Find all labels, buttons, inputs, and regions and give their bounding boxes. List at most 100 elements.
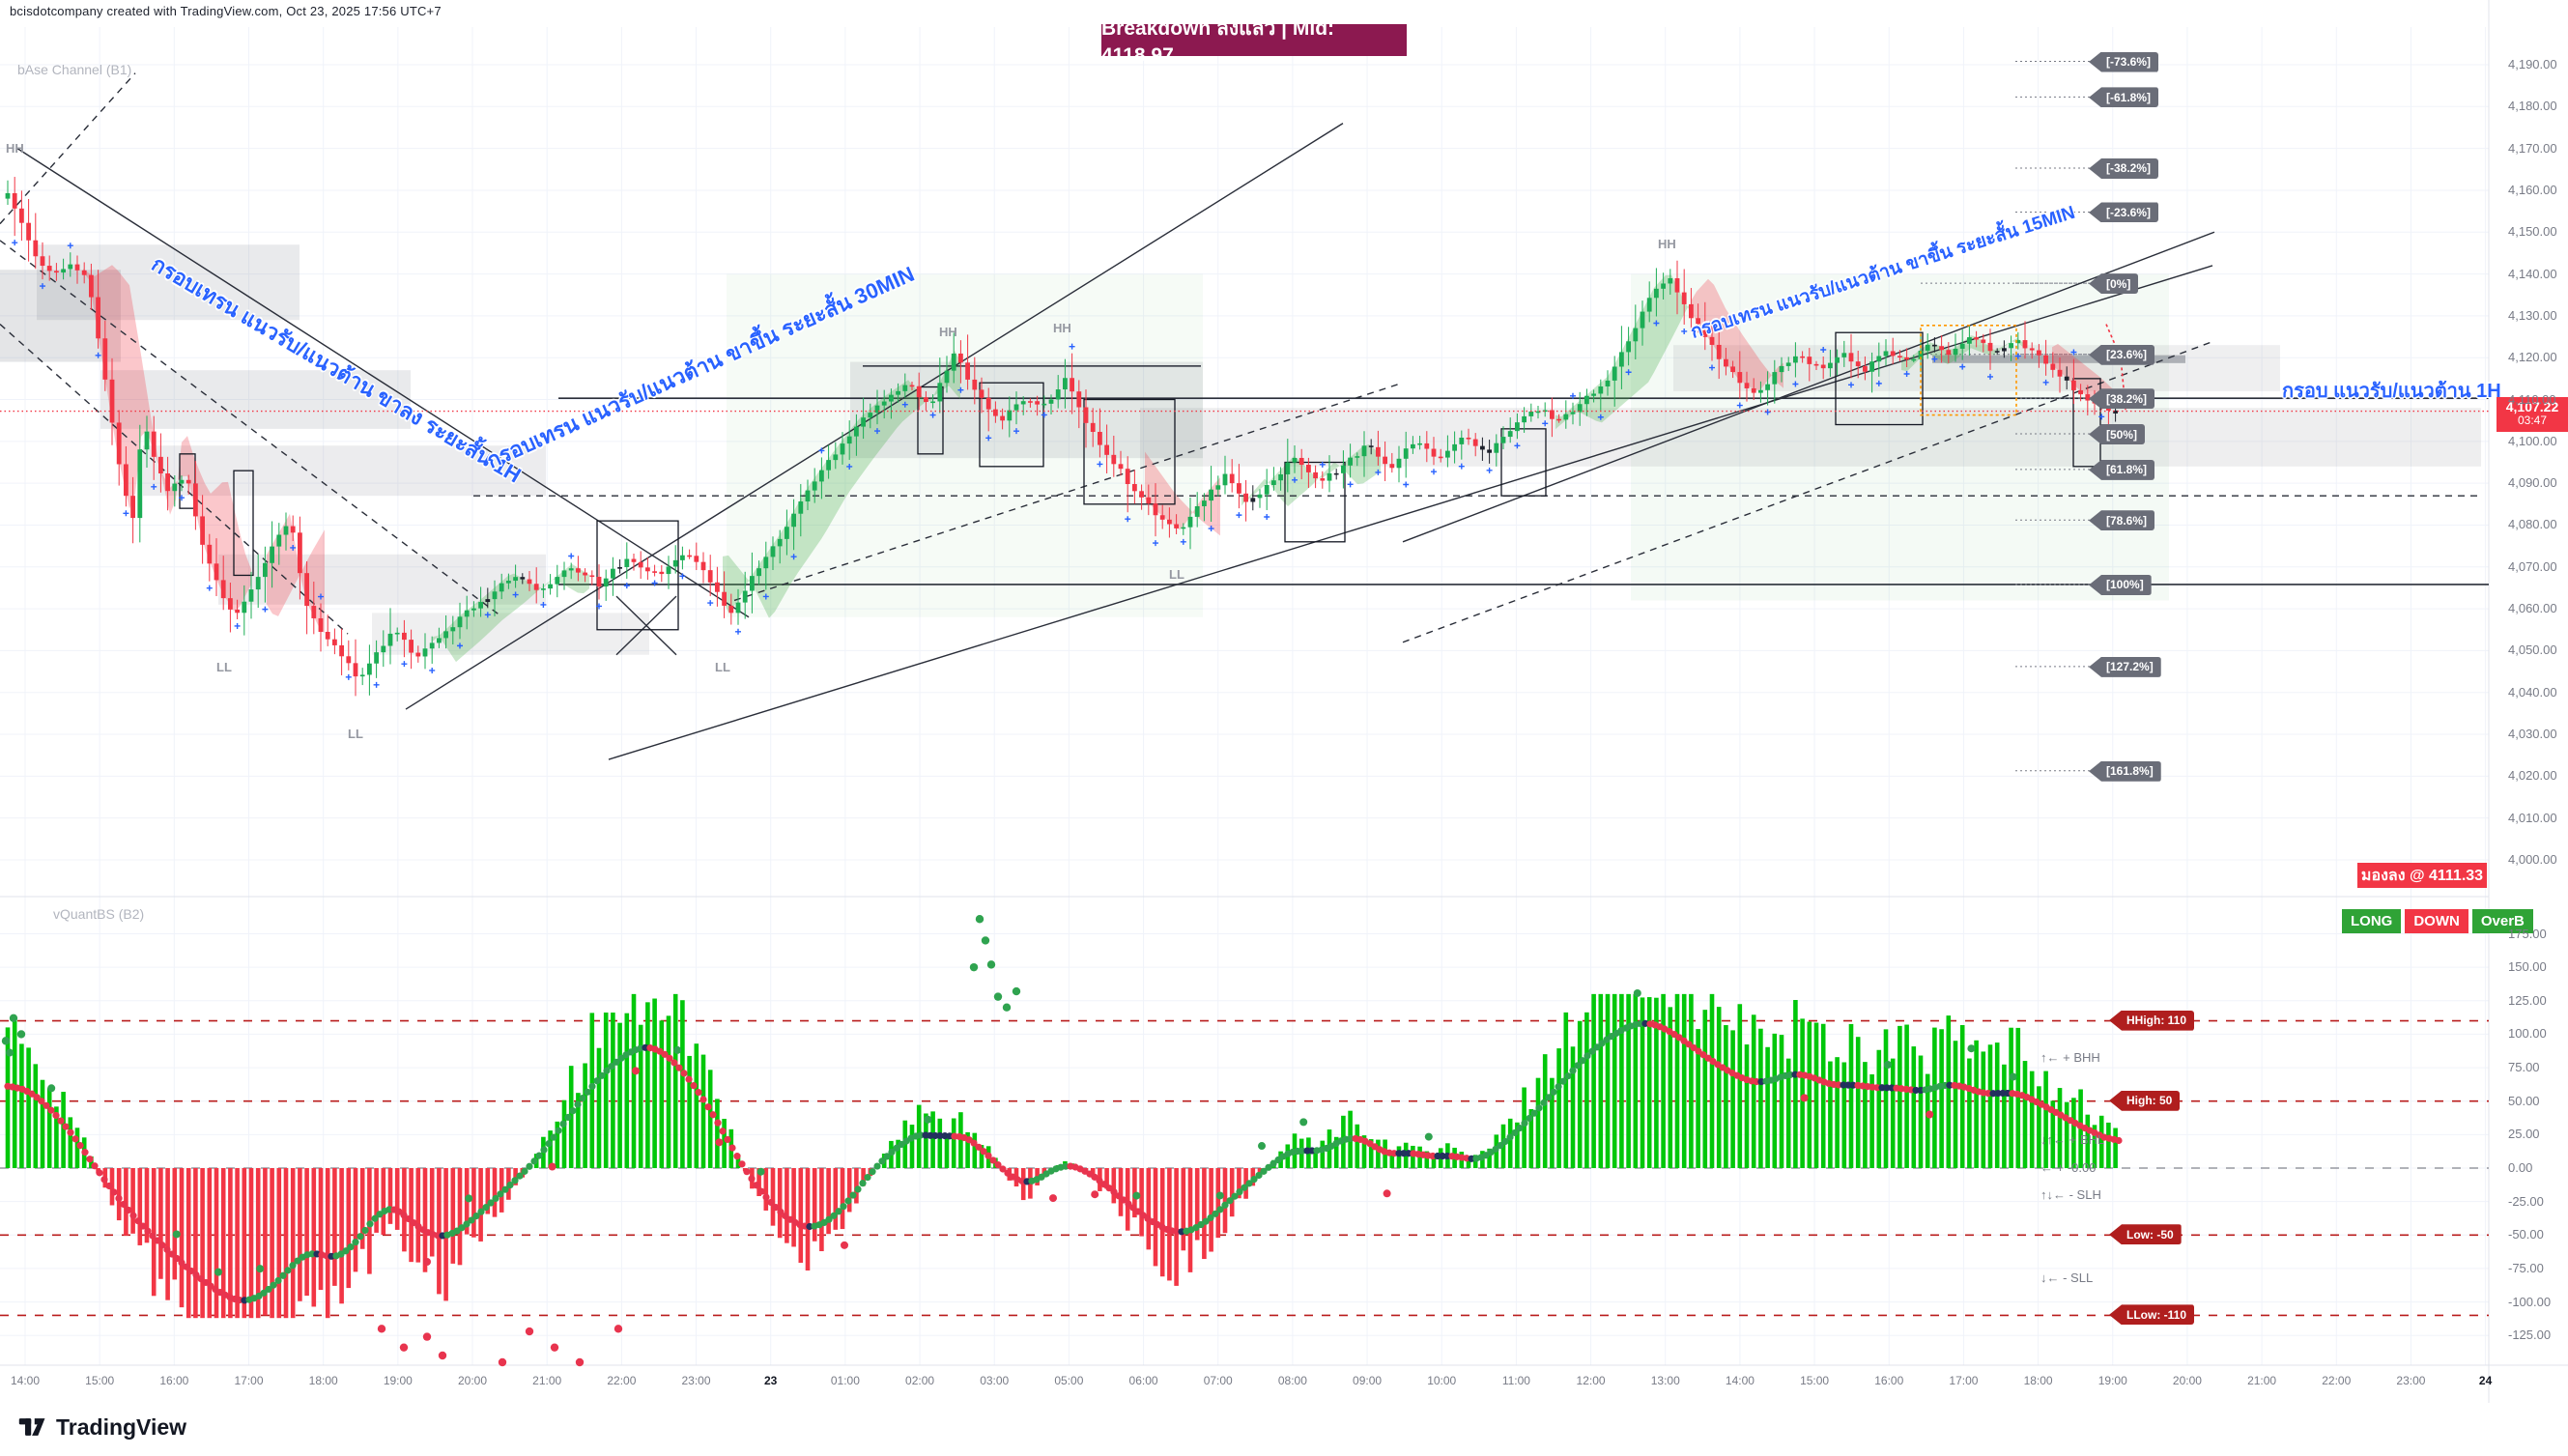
oscillator-level-chip[interactable]: Low: -50 xyxy=(2109,1224,2182,1245)
time-axis-tick[interactable]: 14:00 xyxy=(1725,1374,1755,1387)
fib-level-chip[interactable]: [-61.8%] xyxy=(2089,87,2159,108)
time-axis-tick[interactable]: 23:00 xyxy=(2396,1374,2426,1387)
time-axis-tick[interactable]: 23 xyxy=(764,1374,778,1387)
time-axis-tick[interactable]: 15:00 xyxy=(1800,1374,1830,1387)
fib-level-chip[interactable]: [100%] xyxy=(2089,574,2152,595)
time-axis-tick[interactable]: 19:00 xyxy=(383,1374,413,1387)
fib-level-chip[interactable]: [161.8%] xyxy=(2089,760,2161,782)
oscillator-axis-tick[interactable]: 0.00 xyxy=(2508,1160,2533,1175)
oscillator-side-label: ↓← - SLL xyxy=(2040,1270,2094,1285)
time-axis-tick[interactable]: 10:00 xyxy=(1427,1374,1457,1387)
indicator-label-base-channel[interactable]: bAse Channel (B1) xyxy=(17,62,132,77)
fib-level-chip[interactable]: [-73.6%] xyxy=(2089,51,2159,72)
time-axis-tick[interactable]: 09:00 xyxy=(1353,1374,1383,1387)
oscillator-axis-tick[interactable]: 125.00 xyxy=(2508,992,2547,1008)
time-axis-tick[interactable]: 18:00 xyxy=(308,1374,338,1387)
price-axis-tick[interactable]: 4,030.00 xyxy=(2508,727,2557,742)
price-axis-tick[interactable]: 4,070.00 xyxy=(2508,558,2557,574)
price-axis-tick[interactable]: 4,040.00 xyxy=(2508,684,2557,699)
time-axis-tick[interactable]: 12:00 xyxy=(1576,1374,1606,1387)
annotation-frame-1h[interactable]: กรอบ แนวรับ/แนวต้าน 1H xyxy=(2282,381,2501,402)
price-axis-tick[interactable]: 4,190.00 xyxy=(2508,56,2557,71)
time-axis-tick[interactable]: 20:00 xyxy=(458,1374,488,1387)
time-axis-tick[interactable]: 17:00 xyxy=(1949,1374,1979,1387)
time-axis-tick[interactable]: 17:00 xyxy=(234,1374,264,1387)
watermark: bcisdotcompany created with TradingView.… xyxy=(10,4,442,18)
time-axis-tick[interactable]: 11:00 xyxy=(1501,1374,1530,1387)
time-axis-tick[interactable]: 13:00 xyxy=(1650,1374,1680,1387)
time-axis-tick[interactable]: 01:00 xyxy=(830,1374,860,1387)
fib-level-chip[interactable]: [78.6%] xyxy=(2089,510,2155,531)
oscillator-axis-tick[interactable]: -125.00 xyxy=(2508,1328,2552,1343)
swing-label-ll: LL xyxy=(1169,567,1184,583)
time-axis-tick[interactable]: 07:00 xyxy=(1203,1374,1233,1387)
price-axis-tick[interactable]: 4,060.00 xyxy=(2508,601,2557,616)
price-axis-tick[interactable]: 4,100.00 xyxy=(2508,433,2557,448)
time-axis-tick[interactable]: 18:00 xyxy=(2023,1374,2053,1387)
time-axis-tick[interactable]: 21:00 xyxy=(2247,1374,2277,1387)
price-axis-tick[interactable]: 4,130.00 xyxy=(2508,307,2557,323)
price-axis-tick[interactable]: 4,050.00 xyxy=(2508,642,2557,658)
oscillator-axis-tick[interactable]: 175.00 xyxy=(2508,926,2547,941)
oscillator-axis-tick[interactable]: -25.00 xyxy=(2508,1193,2544,1209)
current-price-label[interactable]: 4,107.22 03:47 xyxy=(2497,397,2568,432)
oscillator-axis-tick[interactable]: -100.00 xyxy=(2508,1294,2552,1309)
time-axis-tick[interactable]: 15:00 xyxy=(85,1374,115,1387)
time-axis-tick[interactable]: 22:00 xyxy=(607,1374,637,1387)
tradingview-logo[interactable]: TradingView xyxy=(17,1412,186,1442)
time-axis-tick[interactable]: 23:00 xyxy=(681,1374,711,1387)
price-axis-tick[interactable]: 4,020.00 xyxy=(2508,768,2557,784)
fib-level-chip[interactable]: [50%] xyxy=(2089,424,2146,445)
fib-level-chip[interactable]: [-23.6%] xyxy=(2089,202,2159,223)
time-axis-tick[interactable]: 21:00 xyxy=(532,1374,562,1387)
time-axis-tick[interactable]: 19:00 xyxy=(2097,1374,2127,1387)
price-axis-tick[interactable]: 4,010.00 xyxy=(2508,810,2557,825)
time-axis-tick[interactable]: 03:00 xyxy=(980,1374,1010,1387)
fib-level-chip[interactable]: [61.8%] xyxy=(2089,459,2155,480)
current-price-value: 4,107.22 xyxy=(2505,399,2559,414)
price-axis-tick[interactable]: 4,000.00 xyxy=(2508,852,2557,867)
time-axis-tick[interactable]: 20:00 xyxy=(2172,1374,2202,1387)
oscillator-axis-tick[interactable]: 25.00 xyxy=(2508,1127,2540,1142)
time-axis-tick[interactable]: 22:00 xyxy=(2322,1374,2352,1387)
fib-level-chip[interactable]: [38.2%] xyxy=(2089,388,2155,410)
price-axis-tick[interactable]: 4,090.00 xyxy=(2508,475,2557,491)
time-axis-tick[interactable]: 05:00 xyxy=(1054,1374,1084,1387)
price-axis-tick[interactable]: 4,160.00 xyxy=(2508,182,2557,197)
fib-level-chip[interactable]: [23.6%] xyxy=(2089,344,2155,365)
breakdown-banner[interactable]: Breakdown ลงแล้ว | Mid: 4118.97 xyxy=(1101,17,1407,67)
time-axis-tick[interactable]: 24 xyxy=(2478,1374,2493,1387)
swing-label-hh: HH xyxy=(1658,237,1676,252)
oscillator-level-chip[interactable]: HHigh: 110 xyxy=(2109,1010,2195,1031)
oscillator-axis-tick[interactable]: 50.00 xyxy=(2508,1093,2540,1108)
fib-level-chip[interactable]: [-38.2%] xyxy=(2089,157,2159,179)
long-button[interactable]: LONG xyxy=(2342,909,2402,933)
oscillator-axis-tick[interactable]: 150.00 xyxy=(2508,959,2547,975)
indicator-label-vquantbs[interactable]: vQuantBS (B2) xyxy=(53,906,145,922)
price-axis-tick[interactable]: 4,110.00 xyxy=(2508,391,2556,407)
oscillator-level-chip[interactable]: LLow: -110 xyxy=(2109,1304,2195,1326)
oscillator-axis-tick[interactable]: -50.00 xyxy=(2508,1227,2544,1242)
price-axis-tick[interactable]: 4,080.00 xyxy=(2508,517,2557,532)
oscillator-axis-tick[interactable]: -75.00 xyxy=(2508,1260,2544,1275)
signal-label-monglong[interactable]: มองลง @ 4111.33 xyxy=(2357,863,2487,888)
time-axis-tick[interactable]: 16:00 xyxy=(1874,1374,1904,1387)
price-axis-tick[interactable]: 4,180.00 xyxy=(2508,99,2557,114)
fib-level-chip[interactable]: [127.2%] xyxy=(2089,656,2161,677)
time-axis-tick[interactable]: 14:00 xyxy=(10,1374,41,1387)
price-axis-tick[interactable]: 4,120.00 xyxy=(2508,350,2557,365)
price-axis-tick[interactable]: 4,140.00 xyxy=(2508,266,2557,281)
oscillator-axis-tick[interactable]: 100.00 xyxy=(2508,1026,2547,1042)
price-axis-tick[interactable]: 4,150.00 xyxy=(2508,224,2557,240)
oscillator-level-chip[interactable]: High: 50 xyxy=(2109,1090,2181,1111)
time-axis-tick[interactable]: 02:00 xyxy=(905,1374,935,1387)
oscillator-axis-tick[interactable]: 75.00 xyxy=(2508,1060,2540,1075)
price-axis-tick[interactable]: 4,170.00 xyxy=(2508,140,2557,156)
time-axis-tick[interactable]: 16:00 xyxy=(159,1374,189,1387)
time-axis-tick[interactable]: 08:00 xyxy=(1277,1374,1307,1387)
time-axis-tick[interactable]: 06:00 xyxy=(1128,1374,1158,1387)
fib-level-chip[interactable]: [0%] xyxy=(2089,273,2139,295)
down-button[interactable]: DOWN xyxy=(2405,909,2468,933)
overb-button[interactable]: OverB xyxy=(2471,909,2533,933)
